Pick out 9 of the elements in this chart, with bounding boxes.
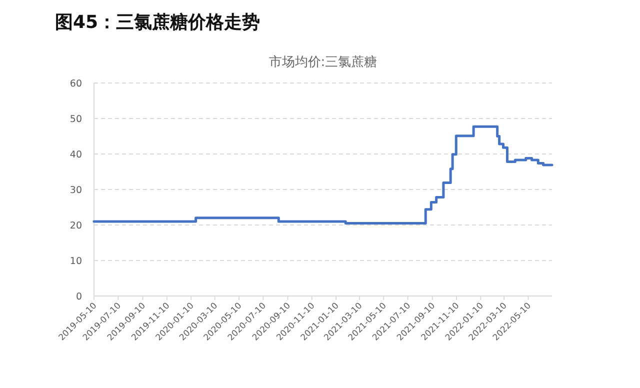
y-tick-label: 10	[70, 256, 82, 267]
y-tick-label: 30	[70, 185, 82, 196]
y-tick-label: 0	[76, 292, 82, 302]
y-tick-label: 20	[70, 220, 82, 232]
chart-subtitle: 市场均价:三氯蔗糖	[268, 55, 378, 70]
y-tick-label: 60	[70, 78, 82, 90]
y-tick-label: 40	[70, 150, 82, 160]
chart-title: 图45：三氯蔗糖价格走势	[55, 12, 260, 33]
y-tick-label: 50	[70, 114, 82, 125]
